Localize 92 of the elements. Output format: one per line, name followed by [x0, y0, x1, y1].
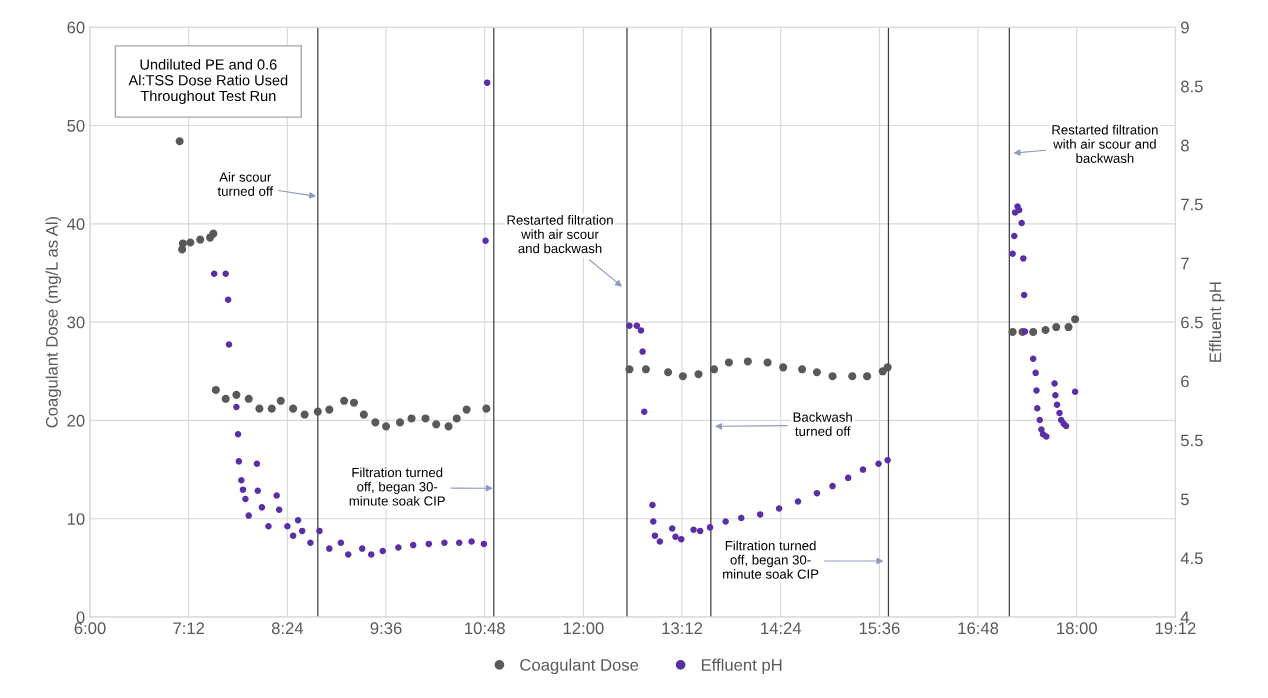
point	[1029, 327, 1038, 337]
x-tick-label: 13:12	[662, 622, 703, 635]
x-tick-label: 9:36	[370, 622, 402, 635]
point	[694, 370, 703, 379]
point	[340, 396, 349, 405]
x-tick-label: 19:12	[1155, 622, 1196, 635]
point	[812, 368, 821, 377]
point	[848, 372, 857, 381]
y-tick-label: 20	[67, 414, 85, 427]
point	[244, 394, 253, 403]
x-tick-label: 6:00	[74, 622, 106, 635]
point	[209, 229, 218, 238]
x-tick-label: 18:00	[1057, 622, 1097, 635]
point	[196, 235, 205, 244]
annotation: Undiluted PE and 0.6 Al:TSS Dose Ratio Used Throughout Test Run	[128, 58, 288, 104]
point	[724, 358, 733, 367]
annotation: Restarted filtration with air scour and backwash	[1052, 124, 1158, 163]
annotation: Restarted filtration with air scour and backwash	[507, 215, 613, 254]
point	[664, 368, 673, 377]
y2-tick-label: 7	[1181, 257, 1189, 270]
y-tick-label: 60	[67, 21, 85, 34]
point	[432, 420, 441, 429]
annotation: Air scour turned off	[217, 172, 274, 196]
point	[883, 363, 892, 372]
point	[1041, 325, 1050, 335]
y2-tick-label: 8.5	[1181, 80, 1203, 93]
point	[178, 239, 187, 248]
annotation: Backwash turned off	[793, 412, 852, 436]
y2-tick-label: 5	[1180, 493, 1189, 506]
point	[743, 357, 752, 366]
point	[313, 407, 322, 416]
y-tick-label: 50	[67, 119, 85, 132]
y2-tick-label: 4.5	[1180, 552, 1203, 565]
y2-tick-label: 6.5	[1181, 316, 1203, 329]
point	[221, 394, 230, 403]
point	[452, 414, 461, 423]
point	[641, 365, 650, 374]
y-tick-label: 40	[67, 218, 85, 231]
y2-tick-label: 8	[1181, 139, 1189, 152]
point	[625, 365, 634, 374]
point	[421, 414, 430, 423]
y2-tick-label: 5.5	[1180, 434, 1203, 447]
point	[232, 390, 241, 399]
y2-tick-label: 7.5	[1181, 198, 1203, 211]
annotation: Filtration turned off, began 30- minute soak CIP	[349, 467, 445, 506]
y-tick-label: 30	[67, 316, 85, 329]
y-axis-title: Coagulant Dose (mg/L as Al)	[45, 216, 62, 428]
point	[482, 404, 491, 413]
point	[779, 363, 788, 372]
x-tick-label: 14:24	[761, 622, 802, 634]
point	[382, 422, 391, 431]
point	[359, 410, 368, 419]
x-tick-label: 8:24	[271, 622, 304, 635]
x-tick-label: 10:48	[465, 622, 505, 635]
point	[186, 238, 195, 247]
point	[255, 404, 264, 413]
point	[863, 372, 872, 381]
x-tick-label: 12:00	[563, 622, 604, 635]
point	[1071, 315, 1080, 324]
point	[444, 422, 453, 431]
point	[407, 414, 416, 423]
point	[798, 365, 807, 374]
point	[267, 404, 276, 413]
legend-label: Effluent pH	[701, 658, 782, 675]
point	[678, 372, 687, 381]
annotation: Filtration turned off, began 30- minute soak CIP	[723, 540, 819, 579]
point	[325, 405, 334, 414]
point	[462, 405, 471, 414]
y2-tick-label: 4	[1180, 611, 1190, 624]
x-tick-label: 16:48	[958, 622, 999, 635]
point	[175, 137, 184, 146]
point	[1064, 322, 1073, 332]
point	[395, 418, 405, 427]
y2-tick-label: 6	[1181, 375, 1189, 388]
point	[828, 372, 837, 381]
point	[276, 396, 285, 405]
point	[710, 365, 719, 374]
point	[211, 385, 220, 394]
point	[1008, 327, 1017, 337]
y-tick-label: 0	[76, 611, 85, 624]
point	[371, 418, 380, 427]
y-tick-label: 10	[67, 513, 85, 525]
point	[349, 398, 359, 407]
point	[289, 404, 298, 413]
x-tick-label: 7:12	[173, 622, 205, 634]
point	[763, 358, 772, 367]
point	[300, 410, 309, 419]
y2-tick-label: 9	[1181, 21, 1189, 34]
legend-label: Coagulant Dose	[520, 658, 639, 675]
y2-axis-title: Effluent pH	[1209, 282, 1225, 362]
point	[1052, 322, 1061, 332]
x-tick-label: 15:36	[859, 622, 900, 635]
